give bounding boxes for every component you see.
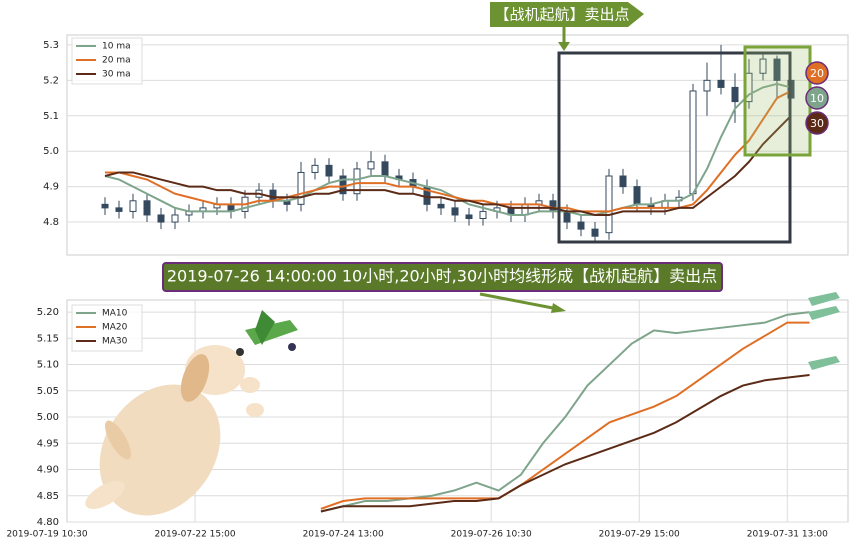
x-tick-label: 2019-07-24 13:00 xyxy=(303,530,384,540)
plane-icon xyxy=(808,292,840,370)
badge-text: 30 xyxy=(810,117,824,130)
y-tick-label: 4.80 xyxy=(37,517,59,528)
y-tick-label: 5.10 xyxy=(37,360,59,371)
y-tick-label: 4.85 xyxy=(37,491,59,502)
candle-body xyxy=(591,228,599,237)
x-tick-label: 2019-07-31 13:00 xyxy=(747,530,828,540)
y-tick-label: 5.3 xyxy=(43,40,59,51)
candle-body xyxy=(759,58,767,74)
candle-body xyxy=(381,161,389,177)
y-tick-label: 5.00 xyxy=(37,412,59,423)
candle-body xyxy=(689,90,697,195)
candle-body xyxy=(437,203,445,209)
candle-body xyxy=(549,200,557,212)
candle-body xyxy=(353,168,361,195)
x-tick-label: 2019-07-19 10:30 xyxy=(6,530,87,540)
y-tick-label: 5.20 xyxy=(37,307,59,318)
legend-label: MA10 xyxy=(102,309,128,319)
candle-body xyxy=(633,186,641,205)
badge xyxy=(805,86,829,110)
candle-body xyxy=(605,175,613,234)
candle-body xyxy=(171,214,179,223)
badge xyxy=(805,61,829,85)
y-tick-label: 4.8 xyxy=(43,217,59,228)
candle-body xyxy=(619,175,627,188)
candle-body xyxy=(563,210,571,223)
annotation-box xyxy=(490,2,644,27)
candle-body xyxy=(311,164,319,173)
candle-body xyxy=(269,189,277,202)
annotation-arrow-head xyxy=(558,42,570,51)
marks-layer: 4.8 4.9 5.0 5.1 5.2 5.3 10 ma 20 ma 30 ma 4.80 4.8… xyxy=(6,37,828,540)
y-tick-label: 5.2 xyxy=(43,75,59,86)
candle-body xyxy=(479,210,487,220)
candle-body xyxy=(521,203,529,216)
candle-body xyxy=(129,200,137,212)
candle-body xyxy=(297,171,305,205)
legend-label: MA20 xyxy=(102,323,128,333)
y-tick-label: 4.95 xyxy=(37,438,59,449)
y-tick-label: 5.0 xyxy=(43,146,59,157)
candle-body xyxy=(367,161,375,170)
ma-line xyxy=(320,374,810,513)
candle-body xyxy=(157,214,165,223)
candle-body xyxy=(101,203,109,209)
candle-body xyxy=(143,200,151,216)
badge-text: 20 xyxy=(810,67,824,80)
legend-label: MA30 xyxy=(102,337,128,347)
candle-body xyxy=(325,164,333,177)
candle-body xyxy=(731,86,739,103)
badge-text: 10 xyxy=(810,92,824,105)
candle-body xyxy=(577,221,585,230)
puppy-illustration xyxy=(85,345,264,516)
banner-arrow-head xyxy=(551,303,566,313)
x-tick-label: 2019-07-26 10:30 xyxy=(451,530,532,540)
ma-line xyxy=(320,321,810,510)
ma-line xyxy=(104,82,792,216)
candle-body xyxy=(717,79,725,88)
candle-body xyxy=(451,207,459,216)
highlight-box xyxy=(557,51,792,244)
ma-line xyxy=(104,115,792,216)
x-tick-label: 2019-07-22 15:00 xyxy=(155,530,236,540)
legend-label: 30 ma xyxy=(102,70,131,80)
annotation-text: 【战机起航】卖出点 xyxy=(494,6,629,24)
candle-body xyxy=(115,207,123,212)
candle-body xyxy=(773,58,781,81)
y-tick-label: 5.15 xyxy=(37,333,59,344)
candle-body xyxy=(703,79,711,92)
y-tick-label: 4.9 xyxy=(43,182,59,193)
y-tick-label: 5.1 xyxy=(43,111,59,122)
banner xyxy=(162,262,723,292)
banner-arrow xyxy=(479,292,559,311)
badge xyxy=(805,111,829,135)
signal-box xyxy=(743,45,812,157)
legend-label: 10 ma xyxy=(102,42,131,52)
legend-label: 20 ma xyxy=(102,56,131,66)
y-tick-label: 5.05 xyxy=(37,386,59,397)
y-tick-label: 4.90 xyxy=(37,465,59,476)
candle-body xyxy=(465,214,473,220)
x-tick-label: 2019-07-29 15:00 xyxy=(599,530,680,540)
banner-text: 2019-07-26 14:00:00 10小时,20小时,30小时均线形成【战… xyxy=(167,267,717,286)
plane-icon xyxy=(245,310,298,351)
